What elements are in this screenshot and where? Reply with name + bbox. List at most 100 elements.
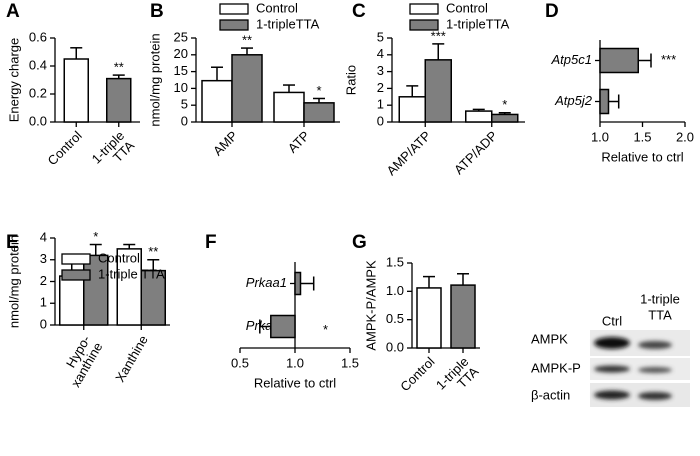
y-axis-label: nmol/mg protein xyxy=(147,33,162,126)
y-tick-label: 0 xyxy=(377,113,384,128)
significance: * xyxy=(502,97,507,112)
y-tick-label: 1.5 xyxy=(386,254,404,269)
bar xyxy=(270,314,296,339)
bar xyxy=(273,91,305,123)
y-tick-label: 5 xyxy=(377,29,384,44)
legend-label: Control xyxy=(256,0,298,15)
legend-swatch xyxy=(409,19,439,31)
y-tick-label: 5 xyxy=(181,97,188,112)
bar xyxy=(450,284,476,349)
y-tick-label: 25 xyxy=(174,29,188,44)
y-tick-label: 1.0 xyxy=(386,283,404,298)
panel-letter: C xyxy=(352,1,366,22)
y-tick-label: 0 xyxy=(40,316,47,331)
significance: ** xyxy=(148,244,158,259)
y-axis-label: AMPK-P/AMPK xyxy=(363,260,378,351)
x-axis-label: Relative to ctrl xyxy=(254,375,336,390)
y-tick-label: 0.0 xyxy=(386,339,404,354)
significance: * xyxy=(316,83,321,98)
blot-row: β-actin xyxy=(531,387,570,402)
legend-label: 1-tripleTTA xyxy=(256,16,320,31)
y-tick-label: 1 xyxy=(377,97,384,112)
significance: *** xyxy=(661,52,676,67)
x-tick-label: 1.5 xyxy=(341,355,359,370)
y-tick-label: 3 xyxy=(40,251,47,266)
bar xyxy=(63,58,89,123)
y-tick-label: 3 xyxy=(377,63,384,78)
bar xyxy=(465,110,493,123)
y-tick-label: 2 xyxy=(377,80,384,95)
y-tick-label: 4 xyxy=(377,46,384,61)
panel-letter: G xyxy=(352,232,367,253)
blot-row: AMPK-P xyxy=(531,360,581,375)
bar xyxy=(106,77,132,123)
y-tick-label: 2 xyxy=(40,273,47,288)
panel-letter: B xyxy=(150,1,164,22)
bar xyxy=(59,275,85,326)
y-tick-label: 15 xyxy=(174,63,188,78)
significance: ** xyxy=(242,33,252,48)
bar xyxy=(416,287,442,349)
blot-band xyxy=(638,341,672,349)
blot-band xyxy=(594,337,630,349)
x-tick-label: 1.0 xyxy=(591,129,609,144)
legend-swatch xyxy=(409,3,439,15)
category-label: Xanthine xyxy=(112,333,151,385)
y-tick-label: 0.2 xyxy=(29,85,47,100)
category-label: Control xyxy=(397,354,437,394)
bar xyxy=(424,59,452,123)
blot-column: Ctrl xyxy=(602,313,622,328)
y-tick-label: 0.5 xyxy=(386,311,404,326)
bar xyxy=(140,269,166,326)
category-label: Prkaa1 xyxy=(246,275,287,290)
panel-letter: D xyxy=(545,1,559,22)
x-tick-label: 2.0 xyxy=(676,129,694,144)
legend-swatch xyxy=(61,253,91,265)
x-axis-label: Relative to ctrl xyxy=(601,149,683,164)
x-tick-label: 0.5 xyxy=(231,355,249,370)
blot-band xyxy=(638,367,672,373)
y-tick-label: 0.6 xyxy=(29,29,47,44)
legend-label: 1-tripleTTA xyxy=(446,16,510,31)
bar xyxy=(599,88,610,115)
panel-letter: A xyxy=(6,1,20,22)
category-label: Atp5j2 xyxy=(554,93,593,108)
blot-band xyxy=(638,392,672,400)
blot-band xyxy=(594,390,630,400)
panel-letter: F xyxy=(205,232,217,253)
legend-swatch xyxy=(219,19,249,31)
significance: * xyxy=(323,322,328,337)
bar xyxy=(201,79,233,123)
category-label: Control xyxy=(45,128,85,168)
legend-label: Control xyxy=(98,250,140,265)
y-axis-label: Ratio xyxy=(343,65,358,95)
y-tick-label: 4 xyxy=(40,229,47,244)
bar xyxy=(83,254,109,326)
category-label: AMP/ATP xyxy=(384,128,434,178)
blot-column: TTA xyxy=(648,307,672,322)
panel-letter: E xyxy=(6,232,19,253)
significance: * xyxy=(93,229,98,244)
bar xyxy=(491,113,519,123)
bar xyxy=(599,47,639,74)
y-tick-label: 1 xyxy=(40,295,47,310)
y-tick-label: 0.4 xyxy=(29,57,47,72)
bar xyxy=(303,102,335,123)
y-tick-label: 0 xyxy=(181,113,188,128)
significance: *** xyxy=(431,28,446,43)
legend-label: 1-triple TTA xyxy=(98,266,165,281)
x-tick-label: 1.5 xyxy=(633,129,651,144)
y-tick-label: 10 xyxy=(174,80,188,95)
legend-swatch xyxy=(219,3,249,15)
y-tick-label: 20 xyxy=(174,46,188,61)
y-tick-label: 0.0 xyxy=(29,113,47,128)
western-blot: Ctrl 1-triple TTA AMPK AMPK-P β-actin xyxy=(531,291,690,407)
y-axis-label: nmol/mg protein xyxy=(6,235,21,328)
bar xyxy=(398,96,426,123)
bar xyxy=(231,54,263,123)
blot-band xyxy=(594,365,630,373)
category-label: ATP xyxy=(285,128,313,156)
x-tick-label: 1.0 xyxy=(286,355,304,370)
